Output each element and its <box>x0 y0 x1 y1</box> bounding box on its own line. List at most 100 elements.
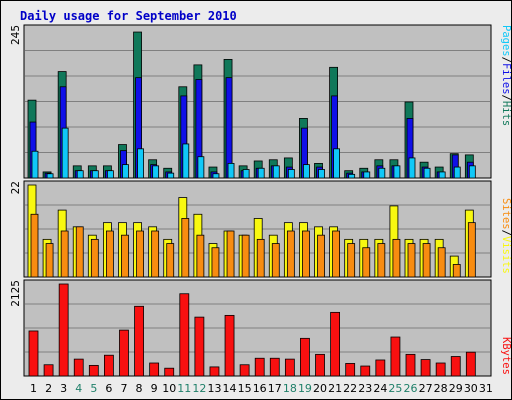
bar-sites-day-6 <box>106 230 114 278</box>
day-tick-1: 1 <box>30 382 37 395</box>
bar-sites-day-22 <box>347 243 356 278</box>
bar-kbytes-day-24 <box>375 359 386 377</box>
bar-pages-day-28 <box>438 171 446 179</box>
bar-kbytes-day-30 <box>465 351 476 377</box>
day-tick-29: 29 <box>449 382 463 395</box>
legend-separator: / <box>500 230 512 236</box>
bar-pages-day-11 <box>182 143 190 179</box>
legend-hits: Hits <box>500 101 512 126</box>
bar-sites-day-7 <box>121 234 129 278</box>
day-tick-31: 31 <box>479 382 493 395</box>
legend-sites: Sites <box>500 198 512 230</box>
sites-panel-max-label: 22 <box>10 181 22 194</box>
day-tick-7: 7 <box>120 382 127 395</box>
sites-visits-bars <box>27 184 476 278</box>
bar-sites-day-2 <box>45 243 54 278</box>
bar-kbytes-day-29 <box>450 356 461 377</box>
legend-files: Files <box>500 63 512 95</box>
bar-kbytes-day-6 <box>104 354 114 377</box>
kbytes-bars <box>28 283 476 377</box>
bar-sites-day-20 <box>317 234 325 278</box>
bar-pages-day-19 <box>303 164 310 179</box>
bar-kbytes-day-2 <box>43 364 54 377</box>
day-tick-27: 27 <box>419 382 433 395</box>
bar-sites-day-11 <box>181 218 190 278</box>
bar-sites-day-3 <box>60 230 69 278</box>
bar-kbytes-day-4 <box>73 358 84 377</box>
bar-sites-day-13 <box>211 247 220 278</box>
bar-pages-day-21 <box>333 148 341 179</box>
day-tick-19: 19 <box>298 382 312 395</box>
bar-kbytes-day-17 <box>269 357 280 377</box>
legend-separator: / <box>500 95 512 101</box>
day-tick-14: 14 <box>223 382 237 395</box>
bar-kbytes-day-26 <box>405 353 416 377</box>
bar-pages-day-1 <box>31 150 39 179</box>
sites-panel-legend: Sites/Visits <box>500 198 512 274</box>
bar-sites-day-21 <box>332 230 341 278</box>
day-tick-10: 10 <box>162 382 176 395</box>
bar-sites-day-17 <box>271 243 280 278</box>
bar-sites-day-30 <box>467 222 476 278</box>
bar-kbytes-day-5 <box>88 364 99 377</box>
day-tick-8: 8 <box>136 382 143 395</box>
bar-sites-day-19 <box>302 230 310 278</box>
legend-kbytes: KBytes <box>500 337 512 375</box>
bar-files-day-14 <box>225 77 233 179</box>
bar-sites-day-1 <box>30 213 39 278</box>
kbytes-panel-max-label: 2125 <box>10 280 22 307</box>
bar-sites-day-4 <box>75 226 84 278</box>
bar-pages-day-22 <box>348 173 356 179</box>
bar-pages-day-9 <box>152 165 160 179</box>
day-tick-11: 11 <box>177 382 191 395</box>
bar-kbytes-day-10 <box>164 367 175 377</box>
bar-pages-day-18 <box>287 169 295 179</box>
bar-kbytes-day-7 <box>119 329 129 377</box>
bar-sites-day-9 <box>151 230 160 278</box>
bar-kbytes-day-15 <box>239 364 250 377</box>
bar-pages-day-24 <box>378 167 386 179</box>
bar-pages-day-25 <box>393 165 401 179</box>
bar-sites-day-26 <box>407 243 416 278</box>
day-tick-13: 13 <box>207 382 221 395</box>
bar-pages-day-27 <box>423 167 431 179</box>
bar-pages-day-3 <box>61 127 69 179</box>
day-tick-4: 4 <box>75 382 82 395</box>
day-tick-22: 22 <box>343 382 357 395</box>
bar-sites-day-15 <box>241 234 250 278</box>
day-tick-12: 12 <box>192 382 206 395</box>
bar-pages-day-5 <box>91 170 99 179</box>
day-tick-20: 20 <box>313 382 327 395</box>
bar-kbytes-day-14 <box>224 314 235 377</box>
day-tick-17: 17 <box>268 382 282 395</box>
bar-pages-day-13 <box>212 173 220 179</box>
day-tick-25: 25 <box>388 382 402 395</box>
bar-sites-day-25 <box>392 238 401 278</box>
bar-pages-day-26 <box>408 157 416 179</box>
bar-kbytes-day-9 <box>149 362 160 377</box>
bar-sites-day-5 <box>90 238 99 278</box>
day-tick-21: 21 <box>328 382 342 395</box>
bar-pages-day-2 <box>46 173 54 179</box>
day-tick-23: 23 <box>358 382 372 395</box>
bar-kbytes-day-16 <box>254 357 265 377</box>
bar-sites-day-29 <box>452 264 461 278</box>
kbytes-panel-legend: KBytes <box>500 337 512 375</box>
bar-kbytes-day-20 <box>315 353 325 377</box>
bar-kbytes-day-1 <box>28 330 39 377</box>
bar-kbytes-day-25 <box>390 336 401 377</box>
bar-pages-day-15 <box>242 169 250 179</box>
hits-files-pages-bars <box>27 31 476 179</box>
day-tick-6: 6 <box>105 382 112 395</box>
kbytes-panel-gridlines <box>25 303 490 353</box>
bar-sites-day-16 <box>256 238 265 278</box>
day-tick-16: 16 <box>253 382 267 395</box>
bar-kbytes-day-21 <box>330 311 341 377</box>
bar-kbytes-day-19 <box>300 337 310 377</box>
bar-pages-day-10 <box>167 172 175 179</box>
day-tick-18: 18 <box>283 382 297 395</box>
bar-pages-day-12 <box>197 156 205 179</box>
bar-sites-day-24 <box>377 243 386 278</box>
bar-pages-day-14 <box>227 163 235 179</box>
bar-sites-day-10 <box>166 243 175 278</box>
